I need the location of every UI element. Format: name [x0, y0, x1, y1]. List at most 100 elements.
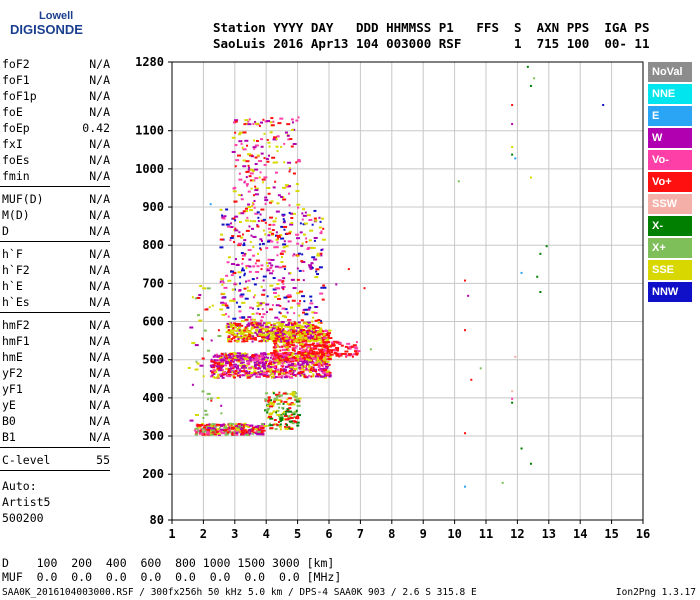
echo-point	[317, 358, 320, 361]
echo-point	[241, 233, 244, 236]
x-tick-label: 1	[168, 527, 175, 541]
echo-point	[254, 168, 259, 171]
echo-point	[229, 239, 232, 242]
echo-point	[234, 165, 237, 168]
echo-point	[276, 161, 279, 164]
echo-point	[204, 413, 209, 416]
echo-point	[247, 372, 252, 375]
echo-point	[245, 160, 250, 163]
echo-point	[306, 333, 309, 336]
echo-point	[211, 304, 214, 307]
echo-point	[321, 330, 325, 333]
echo-point	[208, 423, 211, 426]
echo-point	[284, 368, 288, 371]
echo-point	[321, 351, 324, 354]
echo-point	[250, 428, 254, 431]
echo-point	[258, 361, 261, 364]
echo-point	[296, 278, 300, 281]
echo-point	[225, 356, 228, 359]
echo-point	[220, 233, 224, 236]
echo-point	[231, 299, 236, 302]
echo-point	[222, 431, 226, 434]
echo-point	[240, 352, 245, 355]
echo-point	[194, 297, 197, 300]
echo-point	[313, 311, 318, 314]
echo-point	[235, 367, 239, 370]
echo-point	[287, 397, 292, 400]
echo-point	[277, 399, 282, 402]
echo-point	[279, 417, 284, 420]
echo-point	[302, 269, 305, 272]
echo-point	[273, 373, 276, 376]
echo-point	[299, 332, 302, 335]
echo-point	[256, 329, 261, 332]
echo-point	[229, 338, 234, 341]
echo-point	[236, 235, 241, 238]
echo-point	[270, 240, 274, 243]
echo-point	[272, 291, 277, 294]
echo-point	[298, 314, 301, 317]
echo-point	[304, 313, 309, 316]
echo-point	[296, 339, 301, 342]
echo-point	[251, 354, 256, 357]
echo-point	[321, 338, 324, 341]
echo-point	[290, 128, 294, 131]
echo-point	[241, 258, 244, 261]
echo-point	[250, 372, 254, 375]
echo-point	[295, 356, 300, 359]
echo-point	[254, 353, 258, 356]
echo-point	[310, 330, 314, 333]
echo-point	[272, 370, 277, 373]
echo-point	[299, 359, 304, 362]
echo-point	[270, 363, 275, 366]
echo-point	[194, 413, 199, 416]
echo-point	[298, 366, 302, 369]
echo-point	[262, 328, 267, 331]
echo-point	[256, 211, 260, 214]
echo-point	[238, 289, 242, 292]
echo-point	[301, 355, 304, 358]
echo-point	[267, 239, 272, 242]
echo-point	[274, 428, 278, 431]
echo-point	[314, 345, 319, 348]
echo-point	[287, 364, 291, 367]
legend-item: NNE	[648, 84, 692, 104]
echo-point	[209, 423, 212, 426]
echo-point	[234, 433, 237, 436]
echo-point	[265, 321, 270, 324]
echo-point	[216, 423, 221, 426]
echo-point	[312, 343, 315, 346]
echo-point	[235, 324, 240, 327]
echo-point	[247, 123, 252, 126]
echo-point	[252, 431, 256, 434]
echo-point	[258, 125, 261, 128]
echo-point	[232, 298, 236, 301]
echo-point	[297, 352, 302, 355]
echo-point	[231, 136, 236, 139]
echo-point	[224, 426, 228, 429]
echo-point	[254, 212, 259, 215]
echo-point	[239, 359, 242, 362]
echo-point	[219, 430, 223, 433]
echo-point	[241, 365, 246, 368]
echo-point	[311, 327, 316, 330]
echo-point	[280, 340, 283, 343]
echo-point	[312, 363, 315, 366]
echo-point	[328, 355, 333, 358]
echo-point	[225, 274, 229, 277]
echo-point	[345, 355, 348, 358]
echo-point	[284, 316, 288, 319]
echo-point	[254, 189, 259, 192]
echo-point	[226, 330, 230, 333]
echo-point	[273, 246, 276, 249]
echo-point	[278, 425, 282, 428]
echo-point	[317, 348, 320, 351]
echo-point	[325, 365, 329, 368]
echo-point	[195, 433, 199, 436]
legend-item: NNW	[648, 282, 692, 302]
echo-point	[242, 331, 246, 334]
echo-point	[236, 332, 239, 335]
echo-point	[254, 322, 258, 325]
echo-point	[262, 313, 266, 316]
echo-point	[216, 396, 220, 399]
